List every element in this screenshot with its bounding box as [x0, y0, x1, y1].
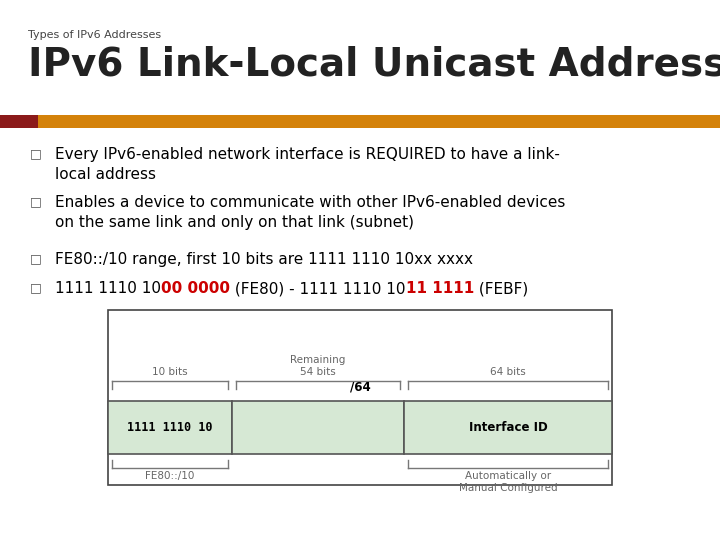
Text: 1111 1110 10: 1111 1110 10 — [55, 281, 161, 296]
Bar — [108, 401, 232, 454]
Bar — [38, 115, 720, 128]
Text: 64 bits: 64 bits — [490, 367, 526, 377]
Text: /64: /64 — [350, 380, 370, 393]
Text: Every IPv6-enabled network interface is REQUIRED to have a link-
local address: Every IPv6-enabled network interface is … — [55, 147, 560, 182]
Text: □: □ — [30, 281, 42, 294]
Text: FE80::/10 range, first 10 bits are 1111 1110 10xx xxxx: FE80::/10 range, first 10 bits are 1111 … — [55, 252, 473, 267]
Text: □: □ — [30, 147, 42, 160]
Bar — [0, 115, 38, 128]
Text: 11 1111: 11 1111 — [405, 281, 474, 296]
Text: □: □ — [30, 252, 42, 265]
Bar — [232, 401, 404, 454]
Text: FE80::/10: FE80::/10 — [145, 471, 194, 481]
Text: Interface ID: Interface ID — [469, 421, 547, 434]
Bar — [108, 310, 612, 485]
Text: 1111 1110 10: 1111 1110 10 — [127, 421, 212, 434]
Text: Types of IPv6 Addresses: Types of IPv6 Addresses — [28, 30, 161, 40]
Text: (FEBF): (FEBF) — [474, 281, 528, 296]
Text: 10 bits: 10 bits — [152, 367, 188, 377]
Text: (FE80) - 1111 1110 10: (FE80) - 1111 1110 10 — [230, 281, 405, 296]
Text: Enables a device to communicate with other IPv6-enabled devices
on the same link: Enables a device to communicate with oth… — [55, 195, 565, 230]
Text: □: □ — [30, 195, 42, 208]
Bar — [404, 401, 612, 454]
Text: Remaining
54 bits: Remaining 54 bits — [290, 355, 346, 377]
Text: IPv6 Link-Local Unicast Addresses: IPv6 Link-Local Unicast Addresses — [28, 45, 720, 83]
Text: Automatically or
Manual Configured: Automatically or Manual Configured — [459, 471, 557, 492]
Text: 00 0000: 00 0000 — [161, 281, 230, 296]
